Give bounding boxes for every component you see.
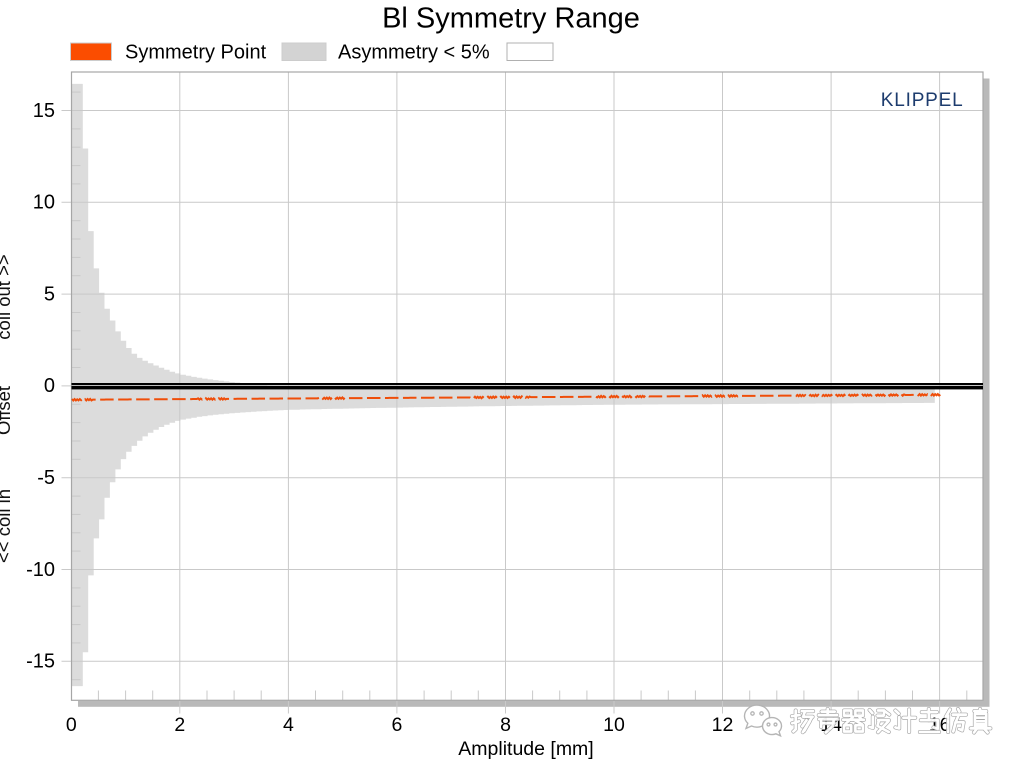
- svg-text:10: 10: [603, 714, 625, 736]
- svg-text:-15: -15: [26, 651, 55, 673]
- svg-text:Symmetry Point: Symmetry Point: [125, 42, 267, 64]
- svg-text:Asymmetry < 5%: Asymmetry < 5%: [338, 42, 490, 64]
- svg-text:<< coil in: << coil in: [0, 489, 14, 563]
- svg-text:10: 10: [33, 192, 55, 214]
- svg-text:6: 6: [391, 714, 402, 736]
- svg-text:coil out >>: coil out >>: [0, 254, 14, 339]
- svg-text:0: 0: [44, 375, 55, 397]
- svg-text:Amplitude [mm]: Amplitude [mm]: [458, 738, 593, 760]
- svg-text:Bl Symmetry Range: Bl Symmetry Range: [382, 3, 640, 35]
- svg-text:12: 12: [712, 714, 734, 736]
- svg-text:-10: -10: [26, 559, 55, 581]
- svg-text:0: 0: [66, 714, 77, 736]
- svg-text:8: 8: [500, 714, 511, 736]
- svg-text:15: 15: [33, 100, 55, 122]
- svg-text:KLIPPEL: KLIPPEL: [881, 90, 964, 111]
- svg-text:2: 2: [174, 714, 185, 736]
- svg-text:4: 4: [283, 714, 294, 736]
- svg-text:Offset: Offset: [0, 386, 14, 435]
- svg-text:-5: -5: [37, 467, 55, 489]
- svg-text:5: 5: [44, 283, 55, 305]
